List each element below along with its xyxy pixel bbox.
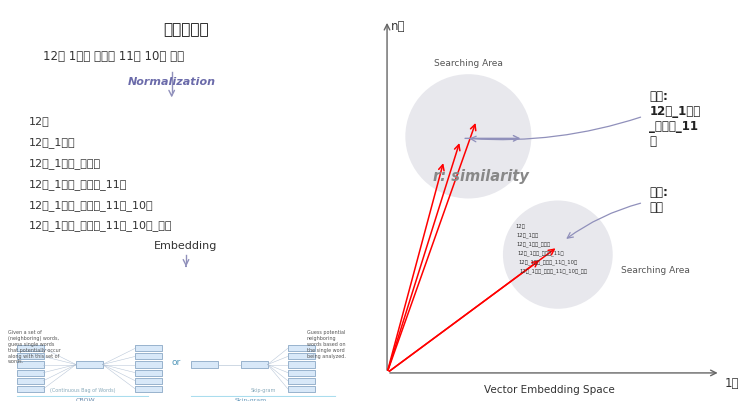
Text: Normalization: Normalization xyxy=(128,77,215,87)
Text: 12월_1주차_월요일: 12월_1주차_월요일 xyxy=(29,158,101,169)
Text: 12월_1주차_월요일_11시: 12월_1주차_월요일_11시 xyxy=(29,179,127,190)
FancyBboxPatch shape xyxy=(288,345,315,351)
FancyBboxPatch shape xyxy=(288,353,315,359)
FancyBboxPatch shape xyxy=(135,370,162,376)
Text: 행동:
식사: 행동: 식사 xyxy=(649,186,668,215)
Text: 12월_1주차_월요일_11시_10분_식사: 12월_1주차_월요일_11시_10분_식사 xyxy=(519,268,587,273)
Text: 12월_1주차_월요일: 12월_1주차_월요일 xyxy=(517,241,551,247)
FancyBboxPatch shape xyxy=(191,361,218,368)
FancyBboxPatch shape xyxy=(135,353,162,359)
FancyBboxPatch shape xyxy=(17,370,44,376)
Text: Vector Embedding Space: Vector Embedding Space xyxy=(484,385,615,395)
Text: 12월: 12월 xyxy=(515,224,525,229)
Circle shape xyxy=(503,200,613,309)
Text: 12월: 12월 xyxy=(29,116,50,126)
FancyBboxPatch shape xyxy=(135,361,162,368)
Text: 12월_1주차: 12월_1주차 xyxy=(29,137,75,148)
Text: 12월_1주차: 12월_1주차 xyxy=(516,233,538,238)
Text: Given a set of
(neighboring) words,
guess single words
that potentially occur
al: Given a set of (neighboring) words, gues… xyxy=(8,330,60,365)
Text: 12월_1주차_월요일_11시: 12월_1주차_월요일_11시 xyxy=(517,250,564,256)
FancyBboxPatch shape xyxy=(135,378,162,384)
FancyBboxPatch shape xyxy=(288,386,315,392)
Text: Searching Area: Searching Area xyxy=(434,59,503,68)
Text: 12월_1주차_월요일_11시_10분_식사: 12월_1주차_월요일_11시_10분_식사 xyxy=(29,221,172,231)
Text: 질의:
12월_1주차
_월요일_11
시: 질의: 12월_1주차 _월요일_11 시 xyxy=(649,90,700,148)
FancyBboxPatch shape xyxy=(241,361,268,368)
Text: 12월_1주차_월요일_11시_10분: 12월_1주차_월요일_11시_10분 xyxy=(29,200,154,211)
Text: 12월_1주차_월요일_11시_10분: 12월_1주차_월요일_11시_10분 xyxy=(518,259,578,265)
Text: n차: n차 xyxy=(391,20,406,33)
FancyBboxPatch shape xyxy=(76,361,103,368)
FancyBboxPatch shape xyxy=(135,386,162,392)
FancyBboxPatch shape xyxy=(17,378,44,384)
Text: 12월 1주차 월요일 11시 10분 식사: 12월 1주차 월요일 11시 10분 식사 xyxy=(43,50,184,63)
Text: (Continuous Bag of Words): (Continuous Bag of Words) xyxy=(50,388,115,393)
Text: or: or xyxy=(171,358,181,367)
FancyBboxPatch shape xyxy=(17,345,44,351)
FancyBboxPatch shape xyxy=(135,345,162,351)
Text: 상황기술자: 상황기술자 xyxy=(163,22,209,37)
Text: Embedding: Embedding xyxy=(154,241,218,251)
Text: Skip-gram: Skip-gram xyxy=(250,388,276,393)
Text: CBOW: CBOW xyxy=(75,398,95,401)
Text: Skip-gram: Skip-gram xyxy=(234,398,267,401)
FancyBboxPatch shape xyxy=(17,386,44,392)
Text: r: similarity: r: similarity xyxy=(433,169,529,184)
Circle shape xyxy=(405,74,532,198)
Text: Searching Area: Searching Area xyxy=(620,266,690,275)
FancyBboxPatch shape xyxy=(17,361,44,368)
FancyBboxPatch shape xyxy=(288,361,315,368)
Text: 1차: 1차 xyxy=(724,377,739,390)
FancyBboxPatch shape xyxy=(288,378,315,384)
Text: Guess potential
neighboring
words based on
the single word
being analyzed.: Guess potential neighboring words based … xyxy=(306,330,346,358)
FancyBboxPatch shape xyxy=(288,370,315,376)
FancyBboxPatch shape xyxy=(17,353,44,359)
